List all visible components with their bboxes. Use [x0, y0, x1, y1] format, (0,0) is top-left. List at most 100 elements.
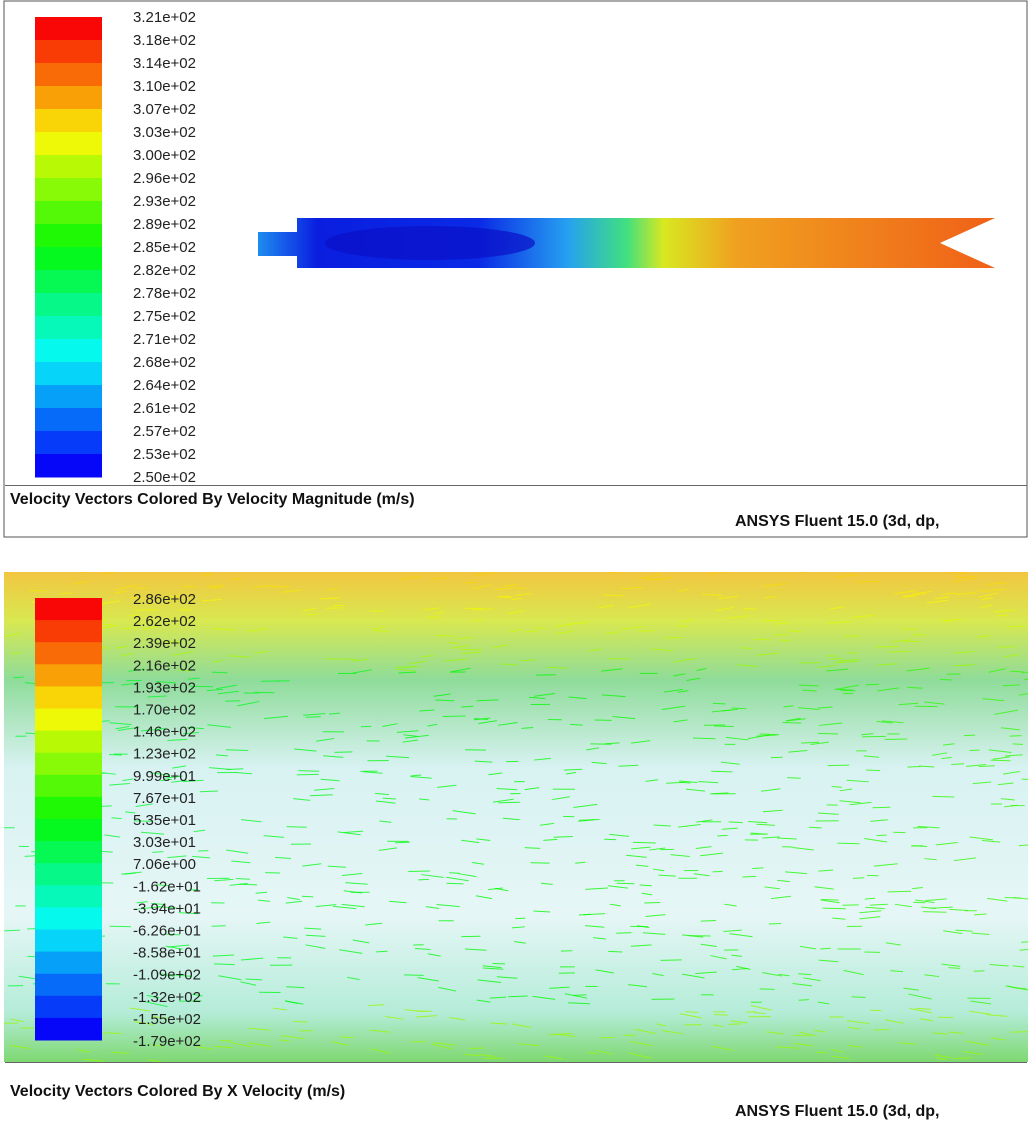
vector — [60, 593, 71, 594]
vector — [953, 1058, 972, 1059]
vector — [498, 802, 520, 803]
vector — [298, 771, 319, 772]
colorbar-band — [35, 709, 102, 732]
vector — [742, 876, 756, 877]
vector — [443, 716, 466, 717]
legend-label: 5.35e+01 — [133, 812, 196, 829]
colorbar-band — [35, 40, 102, 64]
panel-title: Velocity Vectors Colored By Velocity Mag… — [10, 491, 415, 508]
legend-label: -8.58e+01 — [133, 945, 201, 962]
vector — [769, 924, 781, 925]
legend-label: 7.67e+01 — [133, 790, 196, 807]
legend-label: -1.55e+02 — [133, 1011, 201, 1028]
vector — [515, 918, 525, 919]
vector — [782, 722, 801, 723]
vector — [866, 770, 880, 771]
colorbar-band — [35, 431, 102, 455]
vector — [821, 899, 838, 900]
vector — [701, 920, 716, 921]
legend-label: 2.78e+02 — [133, 285, 196, 302]
vector — [305, 571, 319, 573]
vector — [448, 643, 458, 644]
panel: Velocity Vectors Colored By Velocity Mag… — [4, 1, 1027, 537]
legend-label: 2.75e+02 — [133, 308, 196, 325]
vector — [818, 733, 838, 734]
colorbar-band — [35, 408, 102, 432]
vector — [525, 631, 538, 632]
colorbar-band — [35, 454, 102, 478]
vector — [991, 760, 1011, 761]
vector — [179, 610, 193, 611]
legend-label: 1.70e+02 — [133, 701, 196, 718]
vector — [904, 641, 921, 642]
colorbar-band — [35, 224, 102, 248]
legend-label: 3.14e+02 — [133, 55, 196, 72]
vector — [787, 778, 800, 779]
legend-label: 9.99e+01 — [133, 768, 196, 785]
vector — [847, 653, 858, 654]
legend-label: 2.89e+02 — [133, 216, 196, 233]
panel: Velocity Vectors Colored By X Velocity (… — [4, 567, 1028, 1126]
legend-label: 3.21e+02 — [133, 9, 196, 26]
vector — [287, 827, 307, 828]
vector — [816, 1052, 827, 1053]
legend-label: 3.00e+02 — [133, 147, 196, 164]
vector — [964, 735, 975, 736]
vector — [661, 960, 682, 961]
vector — [828, 765, 850, 766]
colorbar-band — [35, 686, 102, 709]
colorbar-band — [35, 664, 102, 687]
legend-label: 2.96e+02 — [133, 170, 196, 187]
legend-label: -1.32e+02 — [133, 989, 201, 1006]
vector — [717, 835, 727, 836]
colorbar-band — [35, 753, 102, 776]
colorbar-band — [35, 316, 102, 340]
legend-label: 2.50e+02 — [133, 469, 196, 486]
colorbar-band — [35, 885, 102, 908]
vector — [446, 883, 463, 884]
colorbar-band — [35, 201, 102, 225]
legend-label: 7.06e+00 — [133, 856, 196, 873]
vector — [832, 787, 842, 788]
colorbar-band — [35, 996, 102, 1019]
vector — [788, 631, 802, 632]
vector — [460, 649, 483, 650]
vector — [302, 896, 313, 897]
legend-label: 2.71e+02 — [133, 331, 196, 348]
panel-footer: ANSYS Fluent 15.0 (3d, dp, — [735, 1103, 939, 1120]
colorbar-band — [35, 339, 102, 363]
colorbar-band — [35, 863, 102, 886]
vector — [109, 755, 122, 756]
vector — [940, 679, 952, 680]
vector — [469, 1048, 484, 1049]
vector — [998, 647, 1015, 648]
vector — [427, 617, 440, 618]
vector — [729, 822, 743, 823]
colorbar-band — [35, 907, 102, 930]
vector — [907, 767, 920, 768]
vector — [395, 842, 410, 843]
legend-label: 2.53e+02 — [133, 446, 196, 463]
vector — [395, 667, 419, 668]
legend-label: 3.18e+02 — [133, 32, 196, 49]
legend-label: 2.64e+02 — [133, 377, 196, 394]
vector — [616, 933, 631, 934]
vector — [214, 964, 235, 965]
vector — [932, 796, 954, 797]
vector — [888, 891, 912, 892]
legend-label: 1.23e+02 — [133, 746, 196, 763]
colorbar-band — [35, 974, 102, 997]
legend-label: -1.09e+02 — [133, 967, 201, 984]
vector — [1013, 744, 1023, 745]
panel-title: Velocity Vectors Colored By X Velocity (… — [10, 1083, 345, 1100]
colorbar-band — [35, 247, 102, 271]
legend-label: 2.93e+02 — [133, 193, 196, 210]
colorbar-band — [35, 86, 102, 110]
vector — [852, 997, 866, 998]
legend-label: 3.07e+02 — [133, 101, 196, 118]
vector — [857, 581, 880, 582]
vector — [1011, 1032, 1028, 1033]
legend-label: -6.26e+01 — [133, 922, 201, 939]
colorbar-band — [35, 620, 102, 643]
